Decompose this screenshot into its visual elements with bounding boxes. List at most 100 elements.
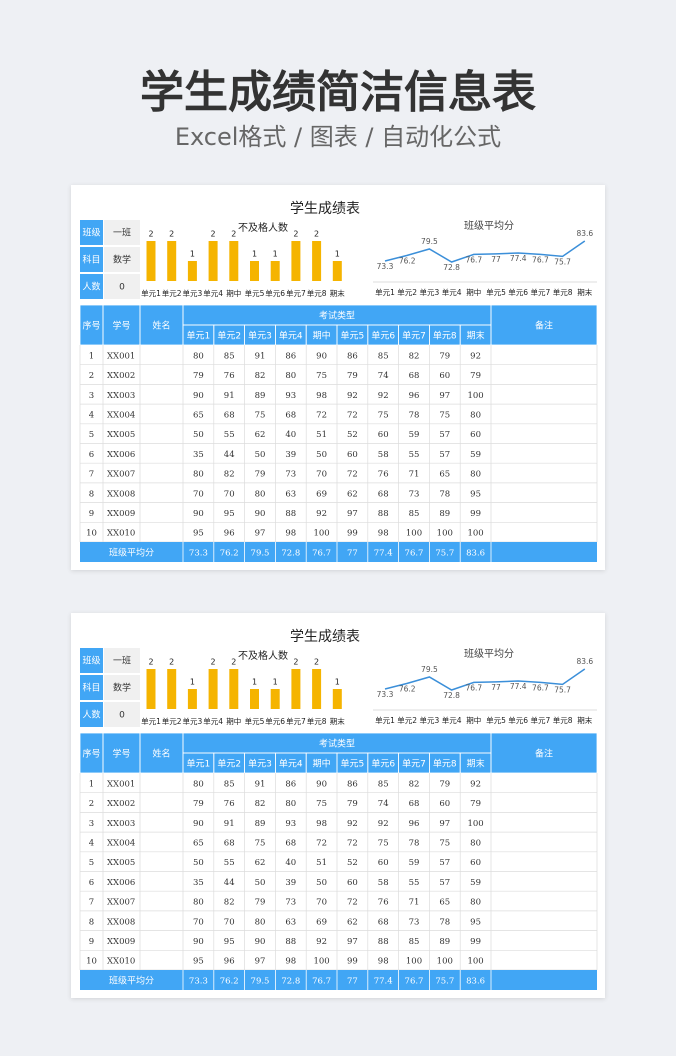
bar bbox=[229, 669, 239, 709]
score: 90 bbox=[193, 819, 204, 829]
score: 35 bbox=[193, 878, 204, 888]
bar-category-label: 单元7 bbox=[286, 716, 306, 726]
score: 85 bbox=[409, 509, 420, 519]
student-id: XX007 bbox=[107, 898, 135, 908]
score: 59 bbox=[470, 450, 481, 460]
score: 88 bbox=[378, 509, 389, 519]
score: 79 bbox=[470, 799, 481, 809]
average-value: 76.2 bbox=[220, 977, 239, 987]
header-label: 期末 bbox=[467, 758, 485, 770]
line-value-label: 77 bbox=[491, 683, 501, 692]
bar-category-label: 单元8 bbox=[307, 716, 327, 726]
bar bbox=[208, 241, 218, 281]
score: 95 bbox=[224, 937, 235, 947]
score: 69 bbox=[316, 917, 327, 927]
score: 60 bbox=[347, 878, 358, 888]
row-number: 1 bbox=[89, 779, 94, 789]
bar-value-label: 2 bbox=[148, 230, 153, 239]
average-value: 73.3 bbox=[189, 977, 208, 987]
score: 80 bbox=[255, 489, 266, 499]
score: 92 bbox=[316, 509, 327, 519]
score: 91 bbox=[224, 391, 235, 401]
score: 97 bbox=[439, 391, 450, 401]
score: 65 bbox=[193, 838, 204, 848]
bar-category-label: 单元2 bbox=[162, 288, 182, 298]
bar bbox=[332, 261, 342, 281]
info-label: 科目 bbox=[82, 682, 100, 694]
student-id: XX009 bbox=[107, 509, 135, 519]
score: 50 bbox=[255, 450, 266, 460]
score: 90 bbox=[193, 509, 204, 519]
line-category-label: 单元6 bbox=[508, 287, 528, 297]
average-value: 72.8 bbox=[281, 549, 300, 559]
info-label-cell bbox=[80, 648, 103, 673]
line-category-label: 期末 bbox=[577, 287, 592, 297]
line-value-label: 76.2 bbox=[399, 256, 416, 265]
bar-category-label: 单元8 bbox=[307, 288, 327, 298]
line-category-label: 单元6 bbox=[508, 715, 528, 725]
score: 100 bbox=[313, 957, 329, 967]
score: 55 bbox=[409, 878, 420, 888]
score: 69 bbox=[316, 489, 327, 499]
header-label: 单元3 bbox=[248, 758, 272, 770]
score: 75 bbox=[378, 410, 389, 420]
score: 79 bbox=[255, 898, 266, 908]
row-number: 8 bbox=[89, 917, 94, 927]
info-label: 人数 bbox=[82, 281, 100, 293]
header-label: 备注 bbox=[535, 748, 553, 760]
score: 90 bbox=[193, 937, 204, 947]
score: 80 bbox=[470, 898, 481, 908]
score: 95 bbox=[470, 489, 481, 499]
row-number: 7 bbox=[89, 898, 94, 908]
score: 50 bbox=[316, 450, 327, 460]
bar bbox=[167, 241, 177, 281]
score: 55 bbox=[224, 858, 235, 868]
bar-value-label: 2 bbox=[314, 658, 319, 667]
header-label: 单元3 bbox=[248, 330, 272, 342]
row-number: 9 bbox=[89, 509, 94, 519]
score: 60 bbox=[439, 371, 450, 381]
bar-category-label: 单元6 bbox=[265, 288, 285, 298]
score: 95 bbox=[193, 957, 204, 967]
score: 100 bbox=[467, 529, 483, 539]
info-label: 班级 bbox=[82, 227, 100, 239]
bar-category-label: 单元3 bbox=[183, 716, 203, 726]
bar bbox=[187, 261, 197, 281]
row-number: 3 bbox=[89, 819, 94, 829]
score: 62 bbox=[255, 430, 266, 440]
score: 80 bbox=[193, 898, 204, 908]
average-row-bg bbox=[80, 542, 597, 562]
score: 92 bbox=[347, 819, 358, 829]
row-number: 9 bbox=[89, 937, 94, 947]
score: 79 bbox=[347, 799, 358, 809]
score: 95 bbox=[470, 917, 481, 927]
score: 89 bbox=[255, 391, 266, 401]
info-value-cell bbox=[104, 675, 140, 700]
header-label: 姓名 bbox=[152, 748, 170, 760]
score: 89 bbox=[439, 509, 450, 519]
score: 78 bbox=[439, 917, 450, 927]
student-id: XX005 bbox=[107, 858, 135, 868]
score: 50 bbox=[255, 878, 266, 888]
score: 60 bbox=[470, 430, 481, 440]
score: 100 bbox=[313, 529, 329, 539]
bar-chart-title: 不及格人数 bbox=[238, 649, 288, 662]
score: 60 bbox=[378, 430, 389, 440]
info-value: 一班 bbox=[113, 655, 131, 667]
bar-value-label: 2 bbox=[169, 658, 174, 667]
score: 58 bbox=[378, 878, 389, 888]
sheet-title: 学生成绩表 bbox=[290, 629, 360, 645]
bar bbox=[167, 669, 177, 709]
score: 91 bbox=[255, 351, 266, 361]
score: 68 bbox=[224, 838, 235, 848]
score: 82 bbox=[224, 470, 235, 480]
score: 62 bbox=[347, 917, 358, 927]
line-value-label: 76.7 bbox=[532, 683, 549, 692]
score: 97 bbox=[347, 937, 358, 947]
bar-value-label: 2 bbox=[148, 658, 153, 667]
score: 92 bbox=[378, 391, 389, 401]
score: 74 bbox=[378, 371, 389, 381]
score: 72 bbox=[347, 838, 358, 848]
line-category-label: 单元4 bbox=[442, 715, 462, 725]
score: 79 bbox=[439, 779, 450, 789]
